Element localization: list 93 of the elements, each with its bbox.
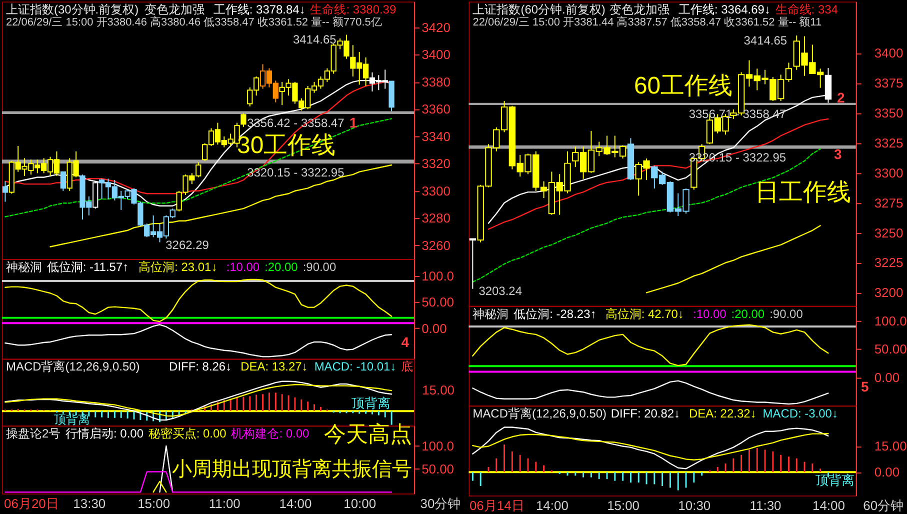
series-label: DIFF: 20.82↓ xyxy=(610,406,680,421)
y-tick-label: 3260 xyxy=(422,238,450,253)
x-tick-label: 14:00 xyxy=(812,498,845,513)
y-tick-label: 0.00 xyxy=(422,320,447,336)
y-tick-label: 50.00 xyxy=(422,294,454,310)
y-tick-label: 3400 xyxy=(422,47,450,62)
chart-title: 操盘论2号 xyxy=(6,426,61,441)
y-tick-label: 3275 xyxy=(874,195,904,210)
y-tick-label: 3375 xyxy=(874,76,904,91)
text: 生命线: 334 xyxy=(775,2,838,17)
y-tick-label: 50.00 xyxy=(422,462,454,477)
y-tick-label: 100.0 xyxy=(422,268,454,284)
text: 工作线: 3378.84↓ xyxy=(213,2,306,17)
annotation: 60工作线 xyxy=(634,72,733,100)
y-tick-label: 3200 xyxy=(874,285,904,300)
annotation: 顶背离 xyxy=(815,472,854,488)
series-label: DEA: 13.27↓ xyxy=(240,360,308,374)
y-tick-label: 3225 xyxy=(874,255,904,270)
annotation: 顶背离 xyxy=(352,396,391,411)
ref-line-label: :20.00 xyxy=(731,306,765,321)
chart-title: 上证指数(30分钟.前复权) xyxy=(6,2,139,17)
chart-title: 神秘洞 xyxy=(472,306,509,321)
x-tick-label: 11:00 xyxy=(208,496,240,511)
text: 机构建仓: 0.00 xyxy=(231,426,310,441)
annotation: 1 xyxy=(349,114,358,130)
text: 22/06/29/三 15:00 开3380.46 高3380.46 低3358.47 收3361.52 量-- 额770.5亿 xyxy=(6,16,382,29)
y-tick-label: 100.0 xyxy=(874,313,907,328)
text: 5 xyxy=(860,378,869,395)
ref-line-label: :10.00 xyxy=(226,260,260,274)
y-tick-label: 3300 xyxy=(874,165,904,180)
ref-line-label: :90.00 xyxy=(302,260,336,274)
text: MACD: -3.00↓ xyxy=(762,406,838,421)
annotation: 3262.29 xyxy=(166,238,210,252)
y-tick-label: 3250 xyxy=(874,225,904,240)
legend-title: 变色龙加强 xyxy=(609,2,670,17)
text: 工作线: 3364.69↓ xyxy=(678,2,770,17)
chart-title: 神秘洞 xyxy=(6,260,42,274)
y-tick-label: 3340 xyxy=(422,128,450,144)
x-tick-label: 15:00 xyxy=(138,496,170,511)
y-tick-label: 3300 xyxy=(422,183,450,198)
chart-title: MACD背离(12,26,9,0.50) xyxy=(472,406,607,421)
x-tick-label: 10:30 xyxy=(678,498,711,513)
x-axis-title: 30分钟 xyxy=(420,496,461,511)
x-tick-label: 14:00 xyxy=(279,496,312,511)
annotation: 3414.65 xyxy=(292,32,337,46)
annotation: 小周期出现顶背离共振信号 xyxy=(172,458,412,481)
x-tick-label: 13:30 xyxy=(73,496,106,511)
series-label: 高位洞: 23.01↓ xyxy=(138,260,218,274)
annotation: 3414.65 xyxy=(744,33,788,48)
annotation: 2 xyxy=(837,89,846,106)
x-tick-label: 06月20日 xyxy=(4,496,59,511)
y-tick-label: 3320 xyxy=(422,156,450,172)
text: 秘密买点: 0.00 xyxy=(148,426,227,441)
y-tick-label: 15.00 xyxy=(874,438,907,454)
series-label: 高位洞: 42.70↓ xyxy=(605,306,684,321)
y-tick-label: 3400 xyxy=(874,46,904,61)
y-tick-label: 100.0 xyxy=(422,438,454,454)
ref-line-label: :90.00 xyxy=(770,306,804,321)
y-tick-label: 50.00 xyxy=(874,342,907,357)
x-tick-label: 10:00 xyxy=(344,496,376,511)
text: 低位洞: -28.23↑ xyxy=(514,306,596,321)
y-tick-label: 0.00 xyxy=(874,464,900,480)
text: MACD: -10.01↓ xyxy=(314,360,396,374)
x-tick-label: 06月14日 xyxy=(469,498,524,513)
x-tick-label: 11:30 xyxy=(750,498,782,513)
series-label: 行情启动: 0.00 xyxy=(66,426,144,441)
y-tick-label: 3380 xyxy=(422,74,450,90)
annotation: 3203.24 xyxy=(478,284,522,298)
text: 底 xyxy=(401,360,414,374)
x-tick-label: 15:00 xyxy=(607,498,640,513)
x-axis-title: 60分钟 xyxy=(863,498,904,513)
text: 22/06/29/三 15:00 开3381.44 高3387.57 低3358.47 收3361.52 量-- 额11 xyxy=(472,16,822,29)
annotation: 日工作线 xyxy=(755,179,851,206)
y-tick-label: 3280 xyxy=(422,210,450,226)
x-tick-label: 14:00 xyxy=(536,498,568,513)
legend-title: 变色龙加强 xyxy=(144,2,204,17)
text: DEA: 22.32↓ xyxy=(689,406,756,421)
annotation: 今天高点 xyxy=(324,422,412,447)
text: 低位洞: -11.57↑ xyxy=(46,260,129,274)
ref-line-label: :10.00 xyxy=(693,306,727,321)
y-tick-label: 3360 xyxy=(422,102,450,117)
y-tick-label: 0.00 xyxy=(874,370,900,385)
series-label: DIFF: 8.26↓ xyxy=(169,360,232,374)
annotation: 4 xyxy=(401,334,410,350)
y-tick-label: 3350 xyxy=(874,105,904,120)
ref-line-label: :20.00 xyxy=(264,260,298,274)
y-tick-label: 3325 xyxy=(874,135,904,150)
text: 生命线: 3380.39 xyxy=(310,2,396,17)
annotation: 顶背离 xyxy=(54,412,90,427)
y-tick-label: 3420 xyxy=(422,20,450,35)
annotation: 3 xyxy=(834,146,842,162)
chart-title: 上证指数(60分钟.前复权) xyxy=(472,2,606,17)
chart-title: MACD背离(12,26,9,0.50) xyxy=(6,360,140,374)
